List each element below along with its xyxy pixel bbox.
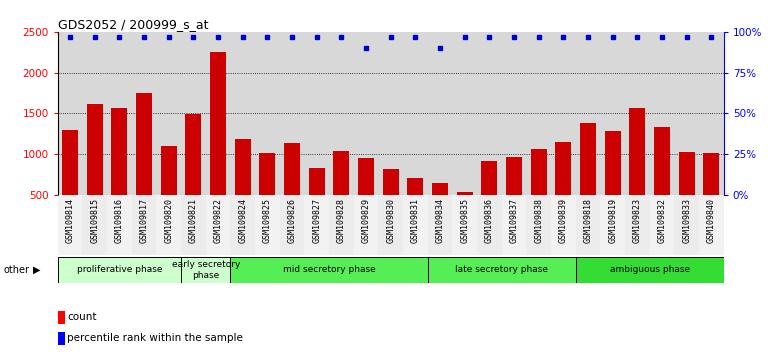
Bar — [502, 195, 527, 255]
Bar — [206, 195, 230, 255]
Bar — [531, 149, 547, 235]
Bar — [383, 169, 399, 235]
Text: GSM109829: GSM109829 — [362, 198, 370, 243]
Text: ambiguous phase: ambiguous phase — [610, 266, 690, 274]
Bar — [506, 157, 522, 235]
Bar — [477, 195, 502, 255]
Text: proliferative phase: proliferative phase — [77, 266, 162, 274]
Bar — [580, 123, 596, 235]
Text: GSM109830: GSM109830 — [387, 198, 395, 243]
Bar — [230, 257, 428, 283]
Bar — [58, 257, 181, 283]
Text: late secretory phase: late secretory phase — [455, 266, 548, 274]
Bar — [699, 195, 724, 255]
Text: GSM109816: GSM109816 — [115, 198, 124, 243]
Bar — [329, 195, 353, 255]
Text: other: other — [4, 265, 30, 275]
Bar — [527, 195, 551, 255]
Bar — [601, 195, 625, 255]
Bar — [87, 103, 102, 235]
Bar — [555, 142, 571, 235]
Bar — [309, 168, 325, 235]
Text: GSM109837: GSM109837 — [510, 198, 519, 243]
Bar — [453, 195, 477, 255]
Text: GSM109821: GSM109821 — [189, 198, 198, 243]
Bar — [428, 257, 576, 283]
Bar — [132, 195, 156, 255]
Bar — [181, 195, 206, 255]
Bar — [62, 130, 78, 235]
Text: GSM109835: GSM109835 — [460, 198, 469, 243]
Bar — [112, 108, 128, 235]
Bar — [235, 139, 251, 235]
Bar — [654, 127, 670, 235]
Bar — [181, 257, 230, 283]
Bar — [136, 93, 152, 235]
Bar — [186, 114, 202, 235]
Bar — [604, 131, 621, 235]
Bar — [576, 257, 724, 283]
Text: GSM109828: GSM109828 — [337, 198, 346, 243]
Bar — [481, 161, 497, 235]
Bar — [675, 195, 699, 255]
Text: GSM109823: GSM109823 — [633, 198, 642, 243]
Text: GSM109814: GSM109814 — [65, 198, 75, 243]
Text: GSM109817: GSM109817 — [139, 198, 149, 243]
Bar — [679, 152, 695, 235]
Bar — [58, 195, 82, 255]
Bar — [82, 195, 107, 255]
Text: GSM109839: GSM109839 — [559, 198, 568, 243]
Bar — [704, 153, 719, 235]
Bar — [259, 153, 276, 235]
Text: GSM109822: GSM109822 — [213, 198, 223, 243]
Text: GSM109834: GSM109834 — [436, 198, 444, 243]
Bar — [625, 195, 650, 255]
Bar — [156, 195, 181, 255]
Bar — [230, 195, 255, 255]
Bar — [333, 151, 350, 235]
Bar — [107, 195, 132, 255]
Bar — [432, 183, 448, 235]
Text: GSM109831: GSM109831 — [411, 198, 420, 243]
Text: percentile rank within the sample: percentile rank within the sample — [68, 333, 243, 343]
Bar — [358, 158, 374, 235]
Bar — [457, 192, 473, 235]
Text: GSM109840: GSM109840 — [707, 198, 716, 243]
Text: GSM109819: GSM109819 — [608, 198, 618, 243]
Text: GSM109838: GSM109838 — [534, 198, 544, 243]
Text: early secretory
phase: early secretory phase — [172, 260, 240, 280]
Text: GSM109820: GSM109820 — [164, 198, 173, 243]
Bar — [161, 146, 177, 235]
Bar — [58, 332, 65, 345]
Bar — [551, 195, 576, 255]
Text: GDS2052 / 200999_s_at: GDS2052 / 200999_s_at — [58, 18, 208, 31]
Text: GSM109832: GSM109832 — [658, 198, 667, 243]
Text: GSM109833: GSM109833 — [682, 198, 691, 243]
Bar — [407, 178, 424, 235]
Bar — [210, 52, 226, 235]
Text: mid secretory phase: mid secretory phase — [283, 266, 376, 274]
Text: GSM109827: GSM109827 — [313, 198, 321, 243]
Bar — [255, 195, 280, 255]
Bar — [428, 195, 453, 255]
Bar — [58, 311, 65, 324]
Bar — [576, 195, 601, 255]
Text: GSM109818: GSM109818 — [584, 198, 593, 243]
Bar — [284, 143, 300, 235]
Bar — [650, 195, 675, 255]
Bar — [378, 195, 403, 255]
Text: count: count — [68, 312, 97, 322]
Text: GSM109824: GSM109824 — [238, 198, 247, 243]
Text: GSM109825: GSM109825 — [263, 198, 272, 243]
Bar — [280, 195, 304, 255]
Bar — [353, 195, 378, 255]
Bar — [403, 195, 428, 255]
Bar — [304, 195, 329, 255]
Text: ▶: ▶ — [33, 265, 41, 275]
Text: GSM109826: GSM109826 — [288, 198, 296, 243]
Text: GSM109836: GSM109836 — [485, 198, 494, 243]
Bar — [629, 108, 645, 235]
Text: GSM109815: GSM109815 — [90, 198, 99, 243]
